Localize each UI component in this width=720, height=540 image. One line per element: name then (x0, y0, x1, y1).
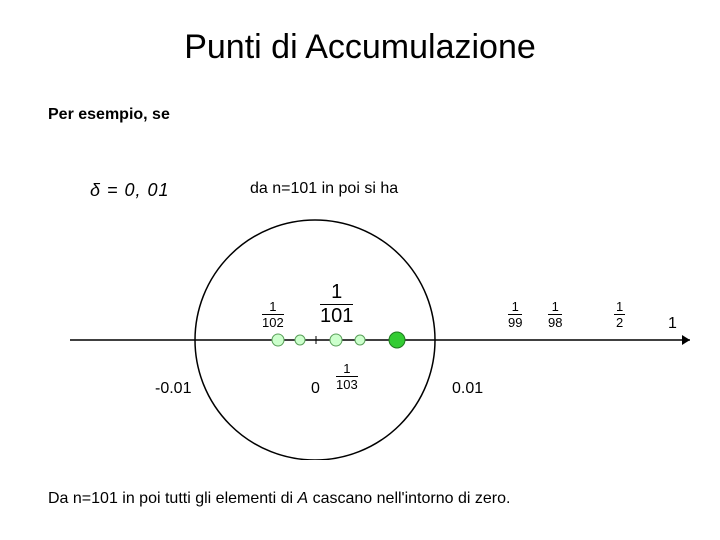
axis-label-pos001: 0.01 (452, 380, 483, 398)
footer-text: Da n=101 in poi tutti gli elementi di A … (48, 490, 510, 508)
fraction-label: 1103 (336, 362, 358, 391)
page-title: Punti di Accumulazione (0, 28, 720, 67)
footer-pre: Da n=101 in poi tutti gli elementi di (48, 490, 297, 507)
axis-label-zero: 0 (311, 380, 320, 398)
fraction-label: 199 (508, 300, 522, 329)
footer-set: A (297, 490, 308, 507)
fraction-label: 1102 (262, 300, 284, 329)
footer-post: cascano nell'intorno di zero. (308, 490, 510, 507)
delta-expression: δ = 0, 01 (90, 180, 170, 201)
fraction-label: 12 (614, 300, 625, 329)
fraction-label: 1101 (320, 282, 353, 326)
fraction-label: 198 (548, 300, 562, 329)
diagram-svg (0, 200, 720, 460)
line2-text: da n=101 in poi si ha (250, 180, 398, 198)
axis-label-neg001: -0.01 (155, 380, 191, 398)
axis-label-one: 1 (668, 315, 677, 333)
subtitle: Per esempio, se (48, 106, 170, 124)
accumulation-diagram: 1102 1101 1103 199 198 12 -0.01 0 0.01 1 (0, 200, 720, 460)
